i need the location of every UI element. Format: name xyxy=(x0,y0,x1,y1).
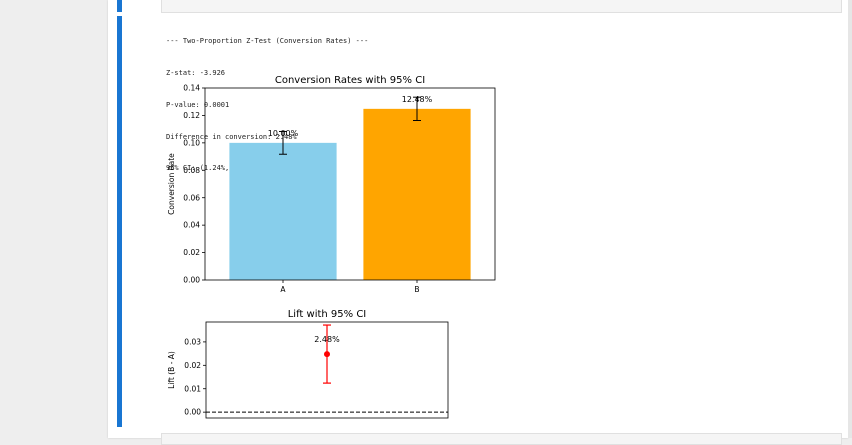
y-tick-label: 0.03 xyxy=(184,338,201,347)
cell-output-text: --- Two-Proportion Z-Test (Conversion Ra… xyxy=(166,15,368,185)
x-tick-label: A xyxy=(280,285,286,294)
y-tick-label: 0.01 xyxy=(184,384,201,393)
y-tick-label: 0.10 xyxy=(183,138,200,147)
x-tick-label: B xyxy=(414,285,419,294)
y-axis-label: Conversion Rate xyxy=(167,153,176,215)
data-label: 2.48% xyxy=(314,335,340,344)
scrollbar[interactable] xyxy=(848,0,852,438)
y-tick-label: 0.06 xyxy=(183,193,200,202)
chart-title: Lift with 95% CI xyxy=(288,309,367,320)
output-line: --- Two-Proportion Z-Test (Conversion Ra… xyxy=(166,37,369,46)
cell-selection-indicator[interactable] xyxy=(117,16,122,427)
y-tick-label: 0.04 xyxy=(183,221,200,230)
previous-cell[interactable] xyxy=(161,0,842,13)
y-tick-label: 0.00 xyxy=(183,276,200,285)
y-tick-label: 0.12 xyxy=(183,111,200,120)
y-tick-label: 0.00 xyxy=(184,408,201,417)
y-tick-label: 0.02 xyxy=(183,248,200,257)
lift-point xyxy=(324,351,330,358)
previous-cell-indicator[interactable] xyxy=(117,0,122,12)
bar-B xyxy=(363,108,471,281)
plot-frame xyxy=(205,321,449,419)
y-tick-label: 0.14 xyxy=(183,84,200,93)
output-line: Difference in conversion: 2.48% xyxy=(166,132,297,141)
data-label: 12.48% xyxy=(402,95,433,104)
output-line: Z-stat: -3.926 xyxy=(166,68,226,77)
y-axis-label: Lift (B - A) xyxy=(167,351,176,389)
data-label: 10.00% xyxy=(268,129,299,138)
bar-A xyxy=(229,142,337,280)
y-tick-label: 0.02 xyxy=(184,361,201,370)
plot-frame xyxy=(204,87,496,281)
output-line: P-value: 0.0001 xyxy=(166,100,230,109)
y-tick-label: 0.08 xyxy=(183,166,200,175)
chart-title: Conversion Rates with 95% CI xyxy=(275,75,425,86)
